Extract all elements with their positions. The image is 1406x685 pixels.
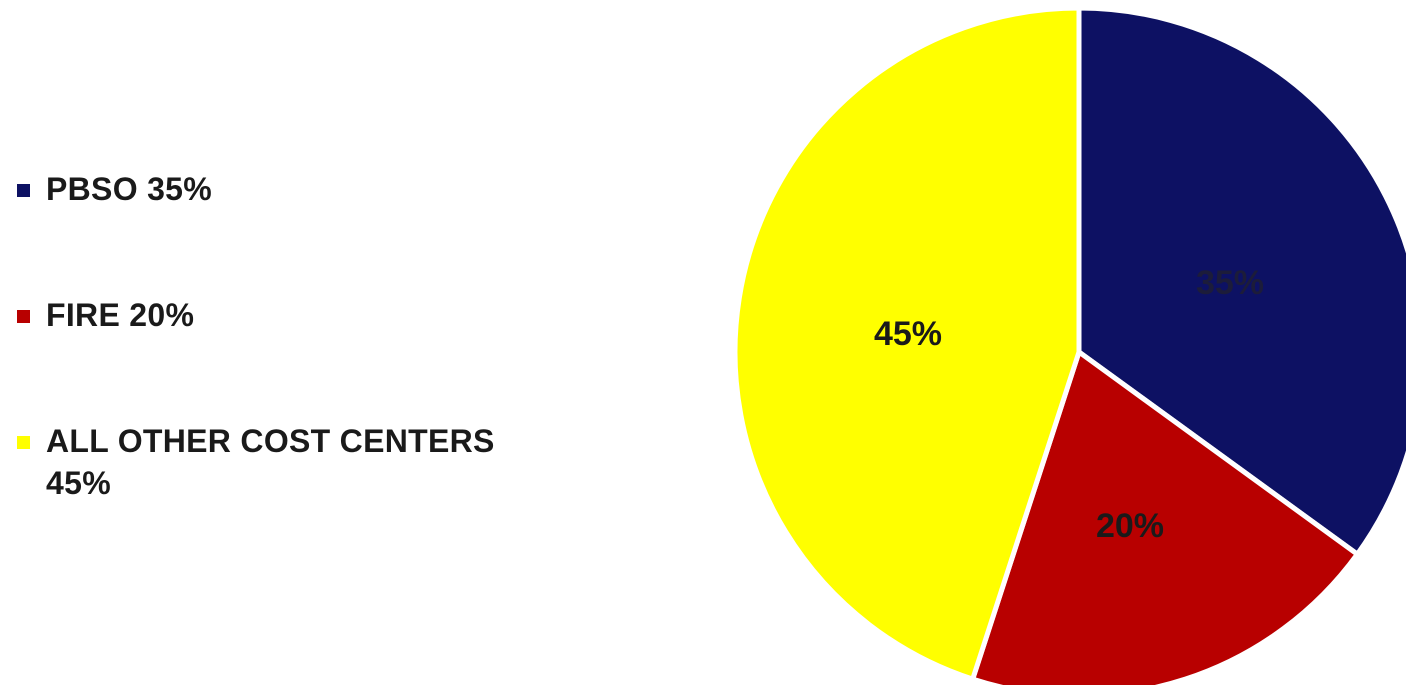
legend-label-pbso: PBSO 35% — [46, 171, 213, 207]
legend-label-fire: FIRE 20% — [46, 297, 195, 333]
legend: PBSO 35% FIRE 20% ALL OTHER COST CENTERS… — [14, 168, 534, 504]
slice-label-all-other-cost-centers: 45% — [874, 315, 942, 353]
slice-label-fire: 20% — [1096, 507, 1164, 545]
slice-label-pbso: 35% — [1196, 264, 1264, 302]
pie-slice-fire — [970, 349, 1360, 685]
legend-swatch-fire — [17, 310, 30, 323]
legend-swatch-other — [17, 436, 30, 449]
legend-item-fire: FIRE 20% — [14, 294, 534, 336]
legend-item-other: ALL OTHER COST CENTERS 45% — [14, 420, 516, 504]
pie-slice-all-other-cost-centers — [732, 5, 1082, 682]
legend-swatch-pbso — [17, 184, 30, 197]
pie-slice-pbso — [1076, 5, 1406, 557]
legend-item-pbso: PBSO 35% — [14, 168, 534, 210]
legend-label-other: ALL OTHER COST CENTERS 45% — [46, 423, 495, 501]
